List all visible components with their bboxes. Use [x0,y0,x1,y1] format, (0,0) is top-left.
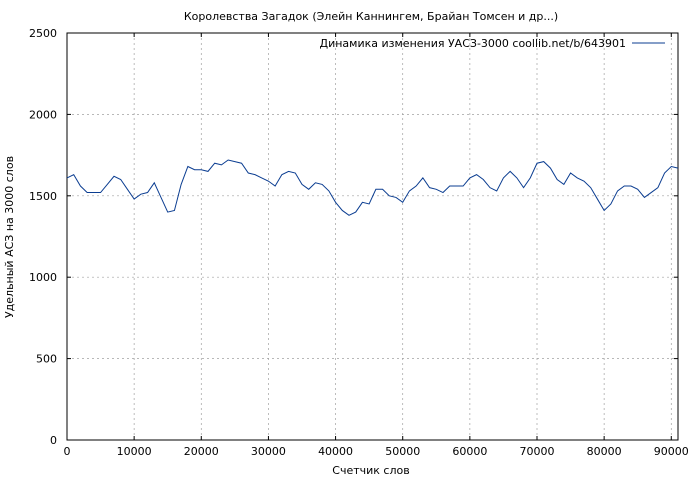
y-tick-label: 1500 [29,190,57,203]
x-tick-label: 30000 [251,445,286,458]
x-tick-label: 40000 [318,445,353,458]
legend: Динамика изменения УАСЗ-3000 coollib.net… [320,37,665,50]
x-tick-label: 80000 [587,445,622,458]
series-line [66,159,679,216]
x-tick-label: 0 [64,445,71,458]
x-tick-label: 60000 [452,445,487,458]
chart-title: Королевства Загадок (Элейн Каннингем, Бр… [184,10,558,23]
y-tick-label: 1000 [29,271,57,284]
y-tick-label: 0 [50,434,57,447]
grid [67,33,678,440]
y-axis-label: Удельный АСЗ на 3000 слов [3,156,16,318]
y-tick-label: 2000 [29,108,57,121]
x-tick-label: 50000 [385,445,420,458]
axis-ticks: 0 10000 20000 30000 40000 50000 60000 70000 8000… [29,27,689,458]
x-tick-label: 70000 [520,445,555,458]
x-tick-label: 90000 [654,445,689,458]
series-layer [66,159,679,216]
x-tick-label: 10000 [117,445,152,458]
legend-label: Динамика изменения УАСЗ-3000 coollib.net… [320,37,627,50]
x-tick-label: 20000 [184,445,219,458]
plot-frame [66,32,679,441]
y-tick-label: 500 [36,353,57,366]
x-axis-label: Счетчик слов [332,464,409,477]
y-tick-label: 2500 [29,27,57,40]
